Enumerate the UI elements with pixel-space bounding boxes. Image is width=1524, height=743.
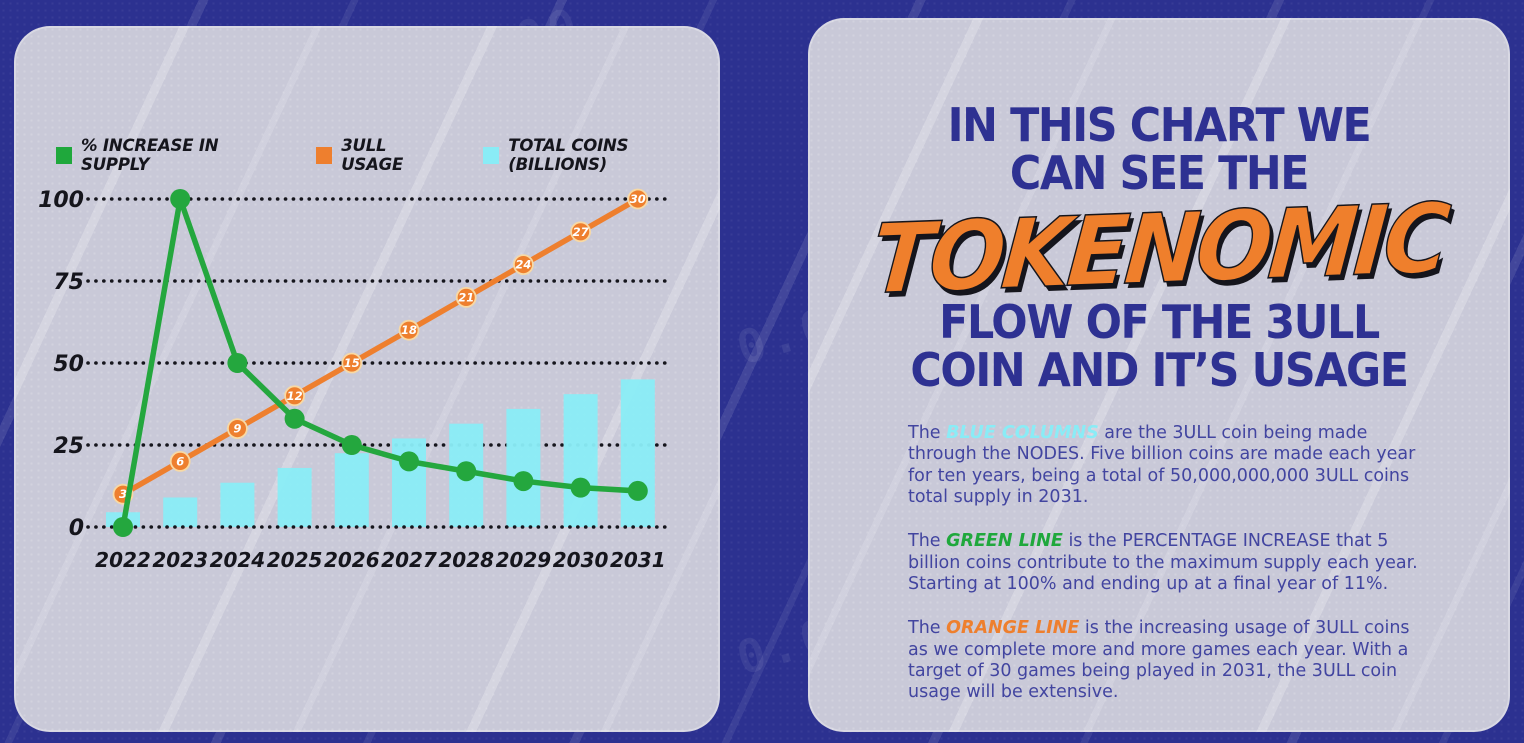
usage-marker-2031 [627,188,649,210]
paragraph-orange-line: The ORANGE LINE is the increasing usage … [908,618,1430,703]
title-line-2: CAN SEE THE [1009,145,1310,200]
x-axis-label-2027: 2027 [381,548,437,572]
supply-increase-dot-2030 [570,477,591,498]
usage-marker-2027 [398,319,420,341]
y-axis-label-100: 100 [38,188,84,213]
green-swatch-icon [56,146,73,164]
description-paragraphs: The BLUE COLUMNS are the 3ULL coin being… [908,423,1430,727]
chart-panel: % INCREASE IN SUPPLY 3ULL USAGE TOTAL CO… [14,26,720,732]
x-axis-label-2030: 2030 [553,548,609,572]
paragraph-prefix: The [908,618,947,639]
x-axis-label-2023: 2023 [152,548,208,572]
paragraph-blue-columns: The BLUE COLUMNS are the 3ULL coin being… [908,423,1430,508]
usage-value-label: 21 [458,290,474,304]
paragraph-prefix: The [908,423,947,443]
paragraph-body: is the PERCENTAGE INCREASE that 5 billio… [908,531,1418,595]
usage-value-label: 12 [287,389,303,403]
paragraph-green-line: The GREEN LINE is the PERCENTAGE INCREAS… [908,531,1430,595]
highlight-green-line: GREEN LINE [946,531,1063,552]
legend-item-3ull-usage: 3ULL USAGE [316,136,447,174]
bar-2025 [277,467,312,527]
paragraph-prefix: The [908,531,947,552]
y-axis-label-50: 50 [53,352,84,377]
chart-legend: % INCREASE IN SUPPLY 3ULL USAGE TOTAL CO… [56,136,720,174]
usage-value-label: 27 [573,225,589,239]
x-axis-label-2025: 2025 [267,548,323,572]
usage-marker-2029 [512,254,534,276]
bar-2029 [506,408,541,527]
legend-label: % INCREASE IN SUPPLY [81,136,219,174]
legend-label: 3ULL USAGE [341,136,404,174]
paragraph-body: is the increasing usage of 3ULL coins as… [908,618,1410,703]
usage-value-label: 18 [401,323,417,337]
supply-increase-dot-2023 [170,189,191,209]
supply-increase-line [120,196,638,528]
usage-value-label: 30 [630,192,646,206]
x-axis-label-2029: 2029 [496,548,552,572]
usage-value-label: 15 [344,356,360,370]
bar-2026 [334,453,369,527]
x-axis-label-2022: 2022 [95,548,151,572]
x-axis-label-2028: 2028 [438,548,494,572]
supply-increase-dot-2027 [399,451,419,472]
bar-2030 [563,394,598,527]
cyan-swatch-icon [483,146,500,164]
description-panel: IN THIS CHART WE CAN SEE THE TOKENOMIC F… [808,18,1510,732]
title-line-3: FLOW OF THE 3ULL [939,294,1380,349]
usage-marker-2028 [455,287,477,308]
paragraph-body: are the 3ULL coin being made through the… [908,423,1416,508]
usage-value-label: 24 [515,258,531,272]
usage-value-label: 6 [176,454,184,468]
usage-marker-2024 [226,418,248,440]
x-axis-label-2026: 2026 [324,548,380,572]
supply-increase-dot-2024 [227,353,248,373]
title-block: IN THIS CHART WE CAN SEE THE TOKENOMIC F… [833,98,1486,397]
usage-value-label: 3 [119,487,127,501]
bar-2024 [220,482,255,527]
supply-increase-dot-2026 [341,435,362,455]
highlight-blue-columns: BLUE COLUMNS [946,423,1099,443]
legend-item-total-coins: TOTAL COINS (BILLIONS) [483,136,720,174]
supply-increase-dot-2031 [627,480,648,501]
supply-increase-dot-2025 [284,408,305,429]
orange-swatch-icon [316,146,333,164]
usage-marker-2030 [570,221,591,243]
y-axis-label-25: 25 [53,434,84,459]
supply-increase-dot-2028 [456,461,477,482]
bar-2031 [620,379,655,527]
usage-value-label: 9 [233,422,241,436]
usage-marker-2025 [284,385,306,407]
title-line-1: IN THIS CHART WE [947,98,1372,152]
usage-marker-2023 [169,451,191,472]
bar-2023 [163,497,198,527]
x-axis-label-2031: 2031 [610,548,666,572]
x-axis-label-2024: 2024 [210,548,266,572]
usage-line [121,196,640,497]
legend-label: TOTAL COINS (BILLIONS) [508,136,629,174]
supply-increase-dot-2029 [513,471,534,492]
title-line-4: COIN AND IT’S USAGE [910,342,1409,397]
y-axis-label-0: 0 [69,516,84,541]
y-axis-label-75: 75 [53,270,84,295]
usage-marker-2026 [341,352,363,374]
highlight-orange-line: ORANGE LINE [946,618,1080,639]
supply-increase-dot-2022 [113,517,133,537]
legend-item-increase-in-supply: % INCREASE IN SUPPLY [56,136,280,174]
title-tokenomic-script: TOKENOMIC [867,181,1451,316]
